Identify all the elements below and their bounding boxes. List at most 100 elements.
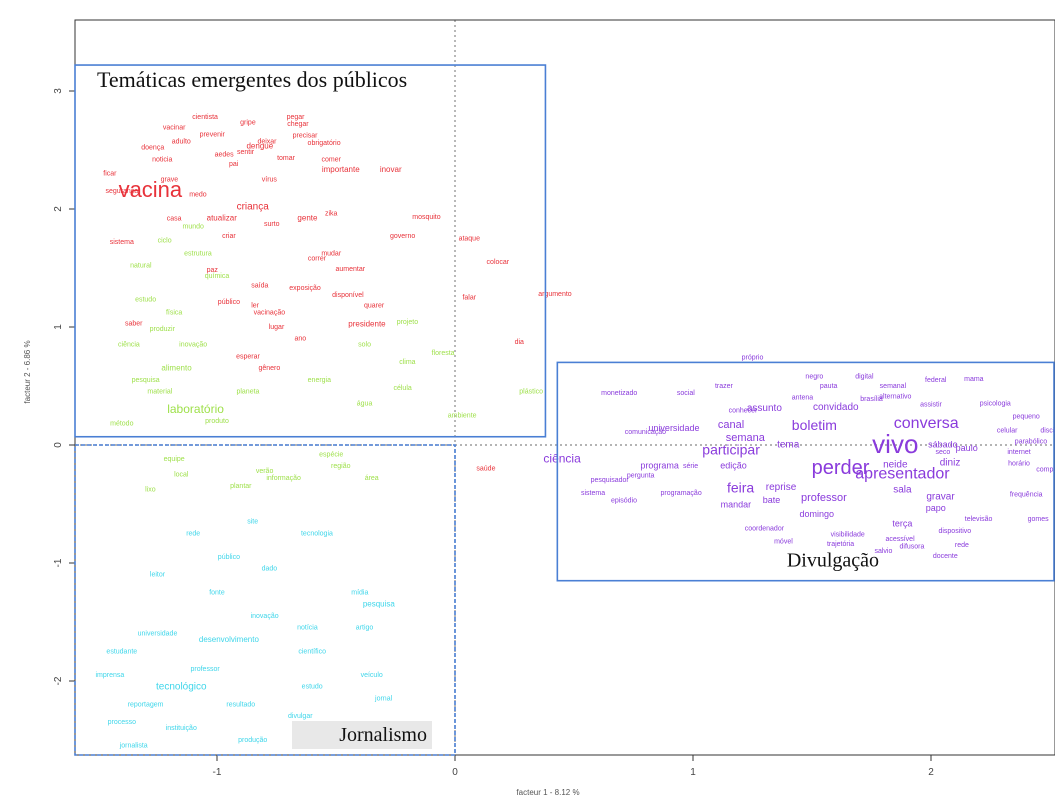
word-point: saber [125,320,143,327]
word-point: doença [141,144,164,151]
word-point: pauta [820,383,838,390]
word-point: pequeno [1013,414,1040,421]
word-point: diniz [940,457,961,468]
y-tick-label: 2 [53,206,64,212]
word-point: dengue [246,142,273,151]
word-point: negro [805,373,823,380]
word-point: inovação [251,613,279,620]
word-point: zika [325,211,338,218]
y-tick-label: -2 [53,676,64,685]
word-point: ler [251,303,259,310]
word-point: paulo [956,443,978,453]
word-point: dia [515,339,524,346]
word-point: trazer [715,383,734,390]
word-point: processo [108,719,137,726]
word-point: lugar [269,324,285,331]
word-point: mudar [321,251,342,258]
word-point: prevenir [200,132,226,139]
word-point: estudante [106,648,137,655]
reference-lines-layer [75,20,1055,755]
x-tick-label: -1 [213,767,222,778]
word-point: ambiente [448,412,477,419]
word-point: água [357,401,373,408]
word-point: sistema [581,490,605,497]
word-point: docente [933,553,958,560]
word-point: inovação [179,342,207,349]
word-point: plástico [519,389,543,396]
word-point: artigo [356,625,374,632]
word-point: local [174,471,189,478]
word-point: próprio [742,355,764,362]
word-point: chegar [287,121,309,128]
word-point: laboratório [167,402,224,416]
word-point: assunto [747,403,782,414]
region-label-background [292,721,432,749]
word-point: grave [161,176,179,183]
word-point: trajetória [827,541,854,548]
region-label: Temáticas emergentes dos públicos [97,67,407,92]
word-point: planeta [236,389,259,396]
word-point: física [166,310,182,317]
word-point: noticia [152,156,172,163]
word-point: instituição [166,725,197,732]
word-point: paz [207,267,219,274]
y-tick-label: -1 [53,558,64,567]
word-point: disponível [332,292,364,299]
word-point: atualizar [207,214,238,223]
word-point: medo [189,192,207,199]
word-point: produto [205,418,229,425]
word-point: salvio [874,548,892,555]
word-point: estudo [135,297,156,304]
word-point: gente [297,214,318,223]
word-point: solo [358,342,371,349]
word-point: precisar [293,133,319,140]
word-point: universidade [648,423,699,433]
word-point: lixo [145,487,156,494]
x-axis-label: facteur 1 - 8.12 % [516,788,579,797]
word-point: mama [964,376,984,383]
word-point: vacinação [254,310,286,317]
word-point: sábado [928,439,958,449]
word-point: tema [777,440,800,451]
word-point: inovar [380,165,402,174]
word-point: terça [892,518,912,528]
region-label: Divulgação [787,550,879,572]
word-point: papo [926,503,946,513]
word-point: comer [322,156,342,163]
word-point: ficar [103,170,117,177]
y-axis-label: facteur 2 - 6.86 % [23,340,32,403]
word-point: computador [1036,467,1055,474]
word-point: clima [399,359,415,366]
x-tick-label: 1 [690,767,696,778]
word-point: apresentador [855,466,950,483]
word-point: convidado [813,402,859,413]
word-point: ciclo [158,238,172,245]
word-point: alternativo [879,393,911,400]
word-point: reportagem [128,701,164,708]
word-point: televisão [965,516,993,523]
word-point: notícia [297,625,318,632]
word-point: digital [855,373,874,380]
word-point: sentir [237,149,255,156]
word-point: gênero [258,365,280,372]
word-point: vírus [262,176,278,183]
word-point: público [218,554,240,561]
word-point: divulgar [288,713,313,720]
word-point: federal [925,377,947,384]
word-point: universidade [138,631,178,638]
word-point: colocar [487,259,510,266]
word-point: fonte [209,589,225,596]
word-point: mosquito [412,214,441,221]
word-point: célula [393,385,411,392]
word-point: rede [186,530,200,537]
word-point: saída [251,283,268,290]
word-point: adulto [172,139,191,146]
word-point: exposição [289,285,321,292]
word-point: ciência [118,342,140,349]
word-point: criança [237,201,270,212]
x-tick-label: 2 [928,767,934,778]
word-point: brasília [860,396,883,403]
word-point: programação [660,490,701,497]
